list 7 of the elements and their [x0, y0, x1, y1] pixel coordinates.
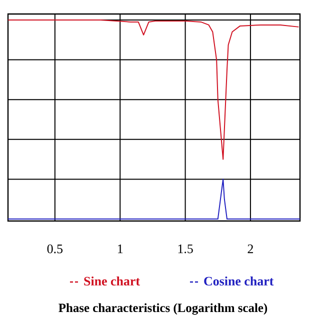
legend-label: Cosine chart	[204, 276, 274, 286]
legend-label: Sine chart	[84, 276, 140, 286]
x-tick-label: 2	[248, 244, 253, 254]
x-tick-label: 0.5	[47, 244, 63, 254]
text: Phase characteristics (Logarithm scale)	[58, 303, 268, 315]
x-tick-label: 1	[118, 244, 123, 254]
x-tick-label: 1.5	[178, 244, 193, 254]
